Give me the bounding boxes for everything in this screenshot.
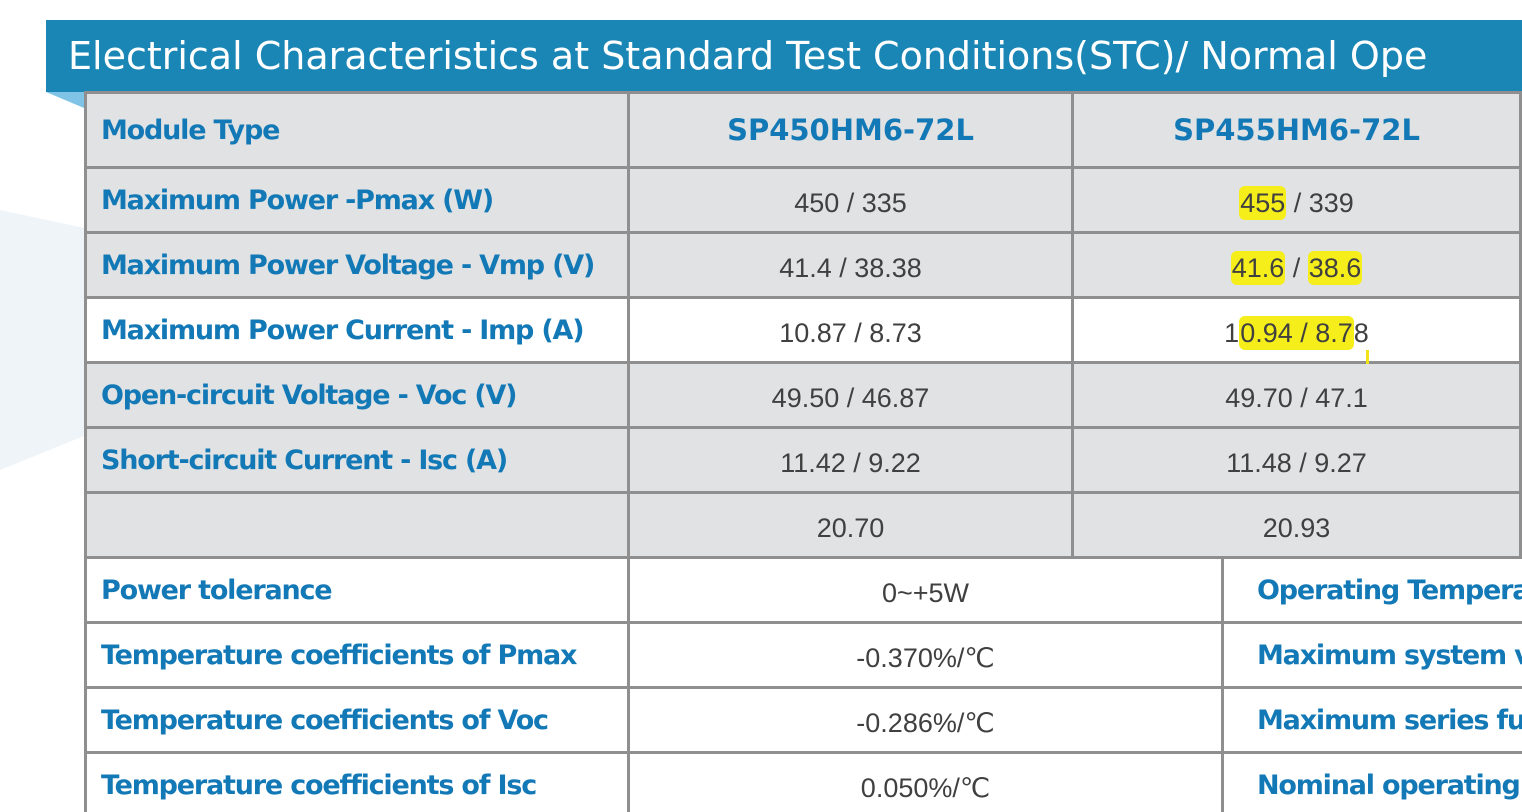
value-cell: -0.370%/℃ — [627, 621, 1224, 689]
value-cell: 49.50 / 46.87 — [627, 361, 1074, 429]
value-cell: 41.6 / 38.6 — [1070, 231, 1522, 299]
value-cell: 0~+5W — [627, 556, 1224, 624]
table-row: Temperature coefficients of Voc -0.286%/… — [84, 686, 1522, 754]
table-cell — [1519, 296, 1522, 364]
highlighted-value: 0.94 / 8.7 — [1239, 315, 1354, 350]
row-label: Open-circuit Voltage - Voc (V) — [84, 361, 630, 429]
row-label: Short-circuit Current - Isc (A) — [84, 426, 630, 494]
value-cell: 20.70 — [627, 491, 1074, 559]
model-name: SP455HM6-72L — [1070, 91, 1522, 169]
row-label: Temperature coefficients of Voc — [84, 686, 630, 754]
table-row: 20.70 20.93 — [84, 491, 1522, 559]
table-cell — [1519, 231, 1522, 299]
row-label: Operating Tempera — [1220, 556, 1522, 624]
title-bar-corner — [46, 92, 84, 108]
table-cell — [1519, 361, 1522, 429]
highlighted-value: 38.6 — [1307, 250, 1363, 285]
value-cell: 10.87 / 8.73 — [627, 296, 1074, 364]
value-cell: 450 / 335 — [627, 166, 1074, 234]
value-text: 1 — [1224, 317, 1240, 348]
value-cell: 11.42 / 9.22 — [627, 426, 1074, 494]
table-cell — [1519, 166, 1522, 234]
value-cell: 41.4 / 38.38 — [627, 231, 1074, 299]
table-row: Open-circuit Voltage - Voc (V) 49.50 / 4… — [84, 361, 1522, 429]
row-label: Nominal operating — [1220, 751, 1522, 812]
table-row: Temperature coefficients of Pmax -0.370%… — [84, 621, 1522, 689]
row-label: Module Type — [84, 91, 630, 169]
row-label: Temperature coefficients of Isc — [84, 751, 630, 812]
value-cell: 11.48 / 9.27 — [1070, 426, 1522, 494]
table-row: Maximum Power Voltage - Vmp (V) 41.4 / 3… — [84, 231, 1522, 299]
row-label: Maximum system v — [1220, 621, 1522, 689]
value-cell: 49.70 / 47.1 — [1070, 361, 1522, 429]
row-label: Maximum Power Current - Imp (A) — [84, 296, 630, 364]
value-cell: 455 / 339 — [1070, 166, 1522, 234]
highlighter-stroke — [1366, 350, 1369, 364]
table-row: Short-circuit Current - Isc (A) 11.42 / … — [84, 426, 1522, 494]
value-text: / — [1285, 252, 1308, 283]
row-label — [84, 491, 630, 559]
highlighted-value: 455 — [1239, 185, 1287, 220]
table-cell — [1519, 91, 1522, 169]
value-cell: -0.286%/℃ — [627, 686, 1224, 754]
value-text: / 339 — [1286, 187, 1354, 218]
value-text: 8 — [1353, 317, 1369, 348]
row-label: Maximum Power Voltage - Vmp (V) — [84, 231, 630, 299]
row-label: Temperature coefficients of Pmax — [84, 621, 630, 689]
table-row: Maximum Power Current - Imp (A) 10.87 / … — [84, 296, 1522, 364]
table-row: Maximum Power -Pmax (W) 450 / 335 455 / … — [84, 166, 1522, 234]
row-label: Maximum series fu — [1220, 686, 1522, 754]
table-cell — [1519, 426, 1522, 494]
value-cell: 0.050%/℃ — [627, 751, 1224, 812]
table-row: Power tolerance 0~+5W Operating Tempera — [84, 556, 1522, 624]
table-cell — [1519, 491, 1522, 559]
table-header-row: Module Type SP450HM6-72L SP455HM6-72L — [84, 91, 1522, 169]
value-cell: 20.93 — [1070, 491, 1522, 559]
model-name: SP450HM6-72L — [627, 91, 1074, 169]
row-label: Power tolerance — [84, 556, 630, 624]
table-row: Temperature coefficients of Isc 0.050%/℃… — [84, 751, 1522, 812]
value-cell: 10.94 / 8.78 — [1070, 296, 1522, 364]
electrical-characteristics-table: Module Type SP450HM6-72L SP455HM6-72L Ma… — [84, 91, 1522, 812]
highlighted-value: 41.6 — [1230, 250, 1286, 285]
row-label: Maximum Power -Pmax (W) — [84, 166, 630, 234]
page-title: Electrical Characteristics at Standard T… — [46, 20, 1522, 92]
